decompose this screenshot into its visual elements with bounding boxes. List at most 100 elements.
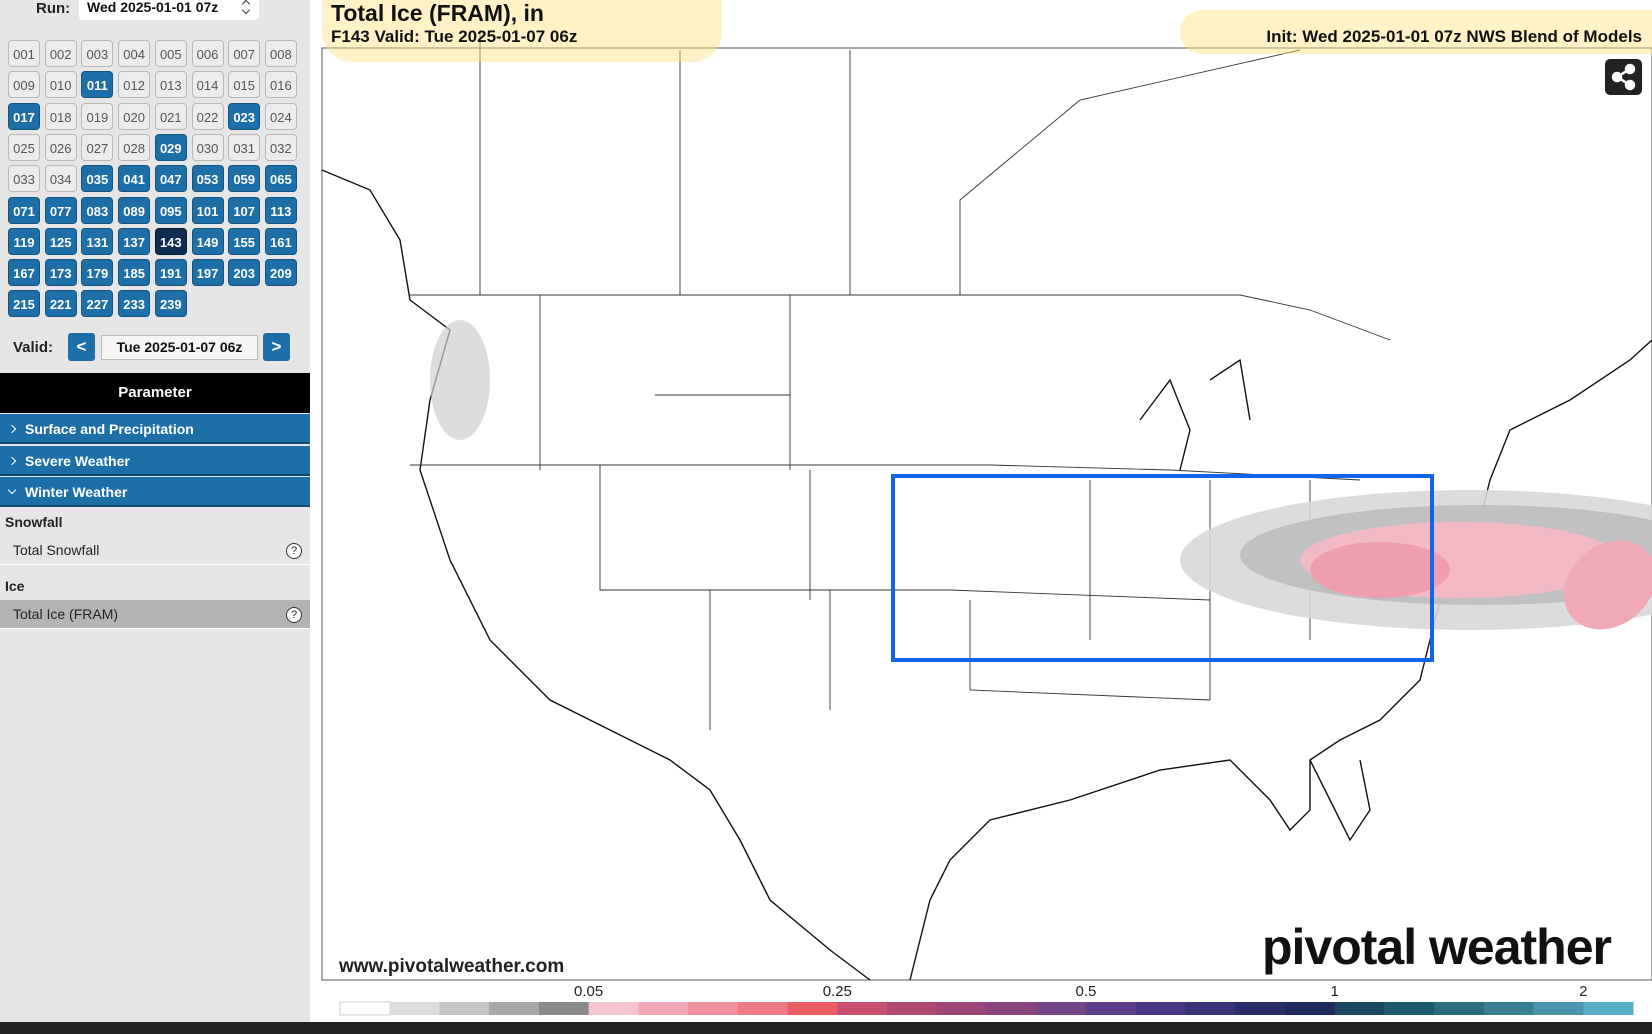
forecast-hour-button[interactable]: 011: [81, 71, 114, 99]
forecast-hour-button[interactable]: 101: [191, 196, 224, 224]
forecast-hour-button[interactable]: 032: [264, 133, 297, 161]
forecast-hour-button[interactable]: 007: [228, 40, 261, 67]
chevron: [7, 485, 17, 495]
colorbar-segment: [439, 1002, 490, 1015]
help-icon[interactable]: ?: [286, 607, 302, 623]
forecast-hour-button[interactable]: 004: [118, 40, 151, 67]
forecast-hour-button[interactable]: 001: [8, 40, 40, 67]
prev-button[interactable]: <: [68, 333, 95, 361]
colorbar-segment: [1533, 1002, 1584, 1015]
forecast-hour-button[interactable]: 233: [118, 290, 151, 318]
forecast-hour-button[interactable]: 025: [8, 133, 40, 161]
colorbar-segment: [986, 1002, 1037, 1015]
forecast-hour-button[interactable]: 161: [264, 227, 297, 255]
forecast-hour-button[interactable]: 041: [118, 165, 151, 193]
share-button[interactable]: [1605, 59, 1642, 95]
forecast-hour-button[interactable]: 083: [81, 196, 114, 224]
forecast-hour-button[interactable]: 107: [228, 196, 261, 224]
colorbar-segment: [638, 1002, 689, 1015]
forecast-hour-button[interactable]: 173: [44, 259, 77, 287]
parameter-item[interactable]: Total Snowfall?: [0, 536, 310, 565]
forecast-hour-button[interactable]: 149: [191, 227, 224, 255]
forecast-hour-button[interactable]: 143: [154, 227, 187, 255]
forecast-hour-button[interactable]: 019: [81, 102, 114, 130]
forecast-hour-button[interactable]: 239: [154, 290, 187, 318]
forecast-hour-button[interactable]: 221: [44, 290, 77, 318]
help-icon[interactable]: ?: [286, 543, 302, 559]
menu-item[interactable]: Winter Weather: [0, 477, 310, 507]
share-icon: [1611, 63, 1636, 91]
forecast-hour-button[interactable]: 167: [8, 259, 40, 287]
forecast-hour-button[interactable]: 113: [264, 196, 297, 224]
forecast-hour-button[interactable]: 029: [154, 133, 187, 161]
coastlines: [321, 169, 1652, 981]
forecast-hour-button[interactable]: 015: [228, 71, 261, 99]
item-label: Total Snowfall: [13, 542, 100, 558]
map: [321, 30, 1652, 1016]
forecast-hour-button[interactable]: 197: [191, 259, 224, 287]
run-select[interactable]: Wed 2025-01-01 07z: [79, 0, 259, 20]
forecast-hour-button[interactable]: 077: [44, 196, 77, 224]
forecast-hour-button[interactable]: 215: [8, 290, 40, 318]
forecast-hour-button[interactable]: 018: [44, 102, 77, 130]
forecast-hour-button[interactable]: 179: [81, 259, 114, 287]
forecast-hour-button[interactable]: 047: [154, 165, 187, 193]
forecast-hour-button[interactable]: 017: [8, 102, 40, 130]
forecast-hour-button[interactable]: 006: [191, 40, 224, 67]
forecast-hour-button[interactable]: 155: [228, 227, 261, 255]
forecast-hour-button[interactable]: 035: [81, 165, 114, 193]
forecast-hour-button[interactable]: 003: [81, 40, 114, 67]
title-highlight: [322, 0, 722, 62]
colorbar-segment: [688, 1002, 739, 1015]
forecast-hour-button[interactable]: 065: [264, 165, 297, 193]
forecast-hour-button[interactable]: 020: [118, 102, 151, 130]
forecast-hour-button[interactable]: 119: [8, 227, 40, 255]
colorbar-segment: [389, 1002, 440, 1015]
forecast-hour-button[interactable]: 030: [191, 133, 224, 161]
menu-item[interactable]: Surface and Precipitation: [0, 414, 310, 444]
forecast-hour-button[interactable]: 024: [264, 102, 297, 130]
forecast-hour-button[interactable]: 027: [81, 133, 114, 161]
forecast-hour-button[interactable]: 089: [118, 196, 151, 224]
forecast-hour-button[interactable]: 021: [154, 102, 187, 130]
forecast-hour-button[interactable]: 095: [154, 196, 187, 224]
forecast-hour-button[interactable]: 203: [228, 259, 261, 287]
forecast-hour-button[interactable]: 059: [228, 165, 261, 193]
forecast-hour-button[interactable]: 071: [8, 196, 40, 224]
forecast-hour-button[interactable]: 185: [118, 259, 151, 287]
colorbar-segment: [1284, 1002, 1336, 1015]
forecast-hour-button[interactable]: 022: [191, 102, 224, 130]
forecast-hour-button[interactable]: 137: [118, 227, 151, 255]
map-panel: [310, 0, 1652, 1022]
forecast-hour-button[interactable]: 005: [154, 40, 187, 67]
ice-field: [430, 320, 1652, 630]
colorbar-segment: [787, 1002, 838, 1015]
forecast-hour-button[interactable]: 012: [118, 71, 151, 99]
forecast-hour-button[interactable]: 227: [81, 290, 114, 318]
forecast-hour-button[interactable]: 026: [44, 133, 77, 161]
logo: pivotal weather: [1262, 919, 1612, 975]
next-button[interactable]: >: [263, 333, 290, 361]
menu-item[interactable]: Severe Weather: [0, 445, 310, 476]
forecast-hour-button[interactable]: 031: [228, 133, 261, 161]
parameter-item[interactable]: Total Ice (FRAM)?: [0, 600, 310, 629]
forecast-hour-button[interactable]: 209: [264, 259, 297, 287]
forecast-hour-button[interactable]: 009: [8, 71, 40, 99]
forecast-hour-button[interactable]: 033: [8, 165, 40, 193]
forecast-hour-button[interactable]: 034: [44, 165, 77, 193]
forecast-hour-button[interactable]: 053: [191, 165, 224, 193]
forecast-hour-button[interactable]: 125: [44, 227, 77, 255]
forecast-hour-button[interactable]: 002: [44, 40, 77, 67]
forecast-hour-button[interactable]: 028: [118, 133, 151, 161]
forecast-hour-button[interactable]: 191: [154, 259, 187, 287]
forecast-hour-button[interactable]: 013: [154, 71, 187, 99]
forecast-hour-button[interactable]: 008: [264, 40, 297, 67]
forecast-hour-button[interactable]: 014: [191, 71, 224, 99]
colorbar-segment: [1185, 1002, 1236, 1015]
forecast-hour-button[interactable]: 016: [264, 71, 297, 99]
forecast-hour-button[interactable]: 010: [44, 71, 77, 99]
map-init: Init: Wed 2025-01-01 07z NWS Blend of Mo…: [1266, 27, 1642, 46]
forecast-hour-button[interactable]: 131: [81, 227, 114, 255]
forecast-hour-button[interactable]: 023: [228, 102, 261, 130]
